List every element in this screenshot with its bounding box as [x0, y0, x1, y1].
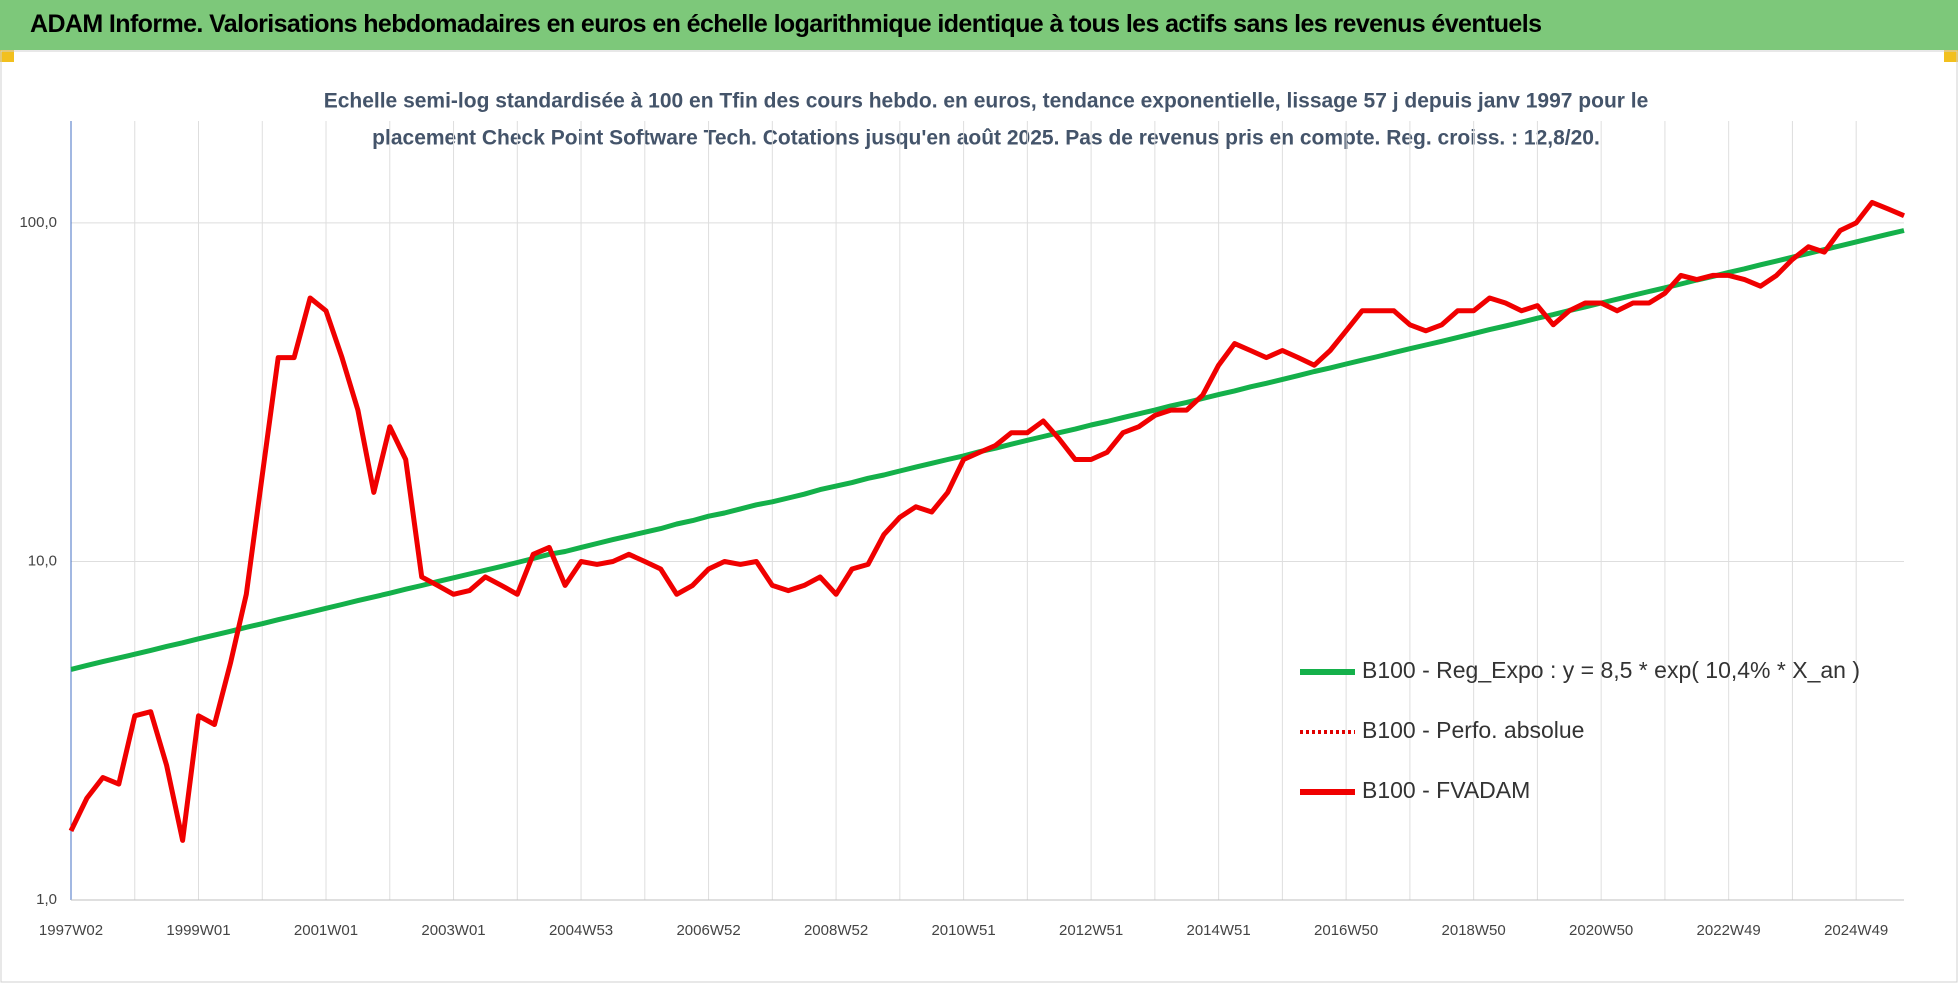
header-title: ADAM Informe. Valorisations hebdomadaire… [30, 10, 1542, 38]
legend-label: B100 - Reg_Expo : y = 8,5 * exp( 10,4% *… [1362, 657, 1860, 683]
corner [1944, 50, 1958, 62]
y-tick-label: 100,0 [19, 214, 57, 231]
x-tick-label: 2022W49 [1697, 922, 1761, 939]
y-tick-label: 1,0 [36, 891, 57, 908]
header-bar: ADAM Informe. Valorisations hebdomadaire… [0, 0, 1958, 50]
x-tick-label: 2003W01 [421, 922, 485, 939]
x-tick-label: 2001W01 [294, 922, 358, 939]
legend-label: B100 - Perfo. absolue [1362, 717, 1584, 743]
subtitle: Echelle semi-log standardisée à 100 en T… [324, 90, 1649, 113]
x-tick-label: 2016W50 [1314, 922, 1378, 939]
x-tick-label: 2010W51 [931, 922, 995, 939]
x-tick-label: 2018W50 [1442, 922, 1506, 939]
x-tick-label: 2012W51 [1059, 922, 1123, 939]
x-tick-label: 1999W01 [166, 922, 230, 939]
x-tick-label: 2008W52 [804, 922, 868, 939]
series-line [68, 199, 1905, 843]
x-tick-label: 2004W53 [549, 922, 613, 939]
x-tick-label: 2020W50 [1569, 922, 1633, 939]
x-tick-label: 2024W49 [1824, 922, 1888, 939]
corner [0, 50, 14, 62]
x-tick-label: 2006W52 [676, 922, 740, 939]
legend-label: B100 - FVADAM [1362, 777, 1530, 803]
x-tick-label: 1997W02 [39, 922, 103, 939]
chart-border [0, 50, 1958, 983]
y-tick-label: 10,0 [28, 552, 57, 569]
subtitle: placement Check Point Software Tech. Cot… [372, 127, 1600, 150]
chart: Echelle semi-log standardisée à 100 en T… [0, 50, 1958, 983]
x-tick-label: 2014W51 [1187, 922, 1251, 939]
